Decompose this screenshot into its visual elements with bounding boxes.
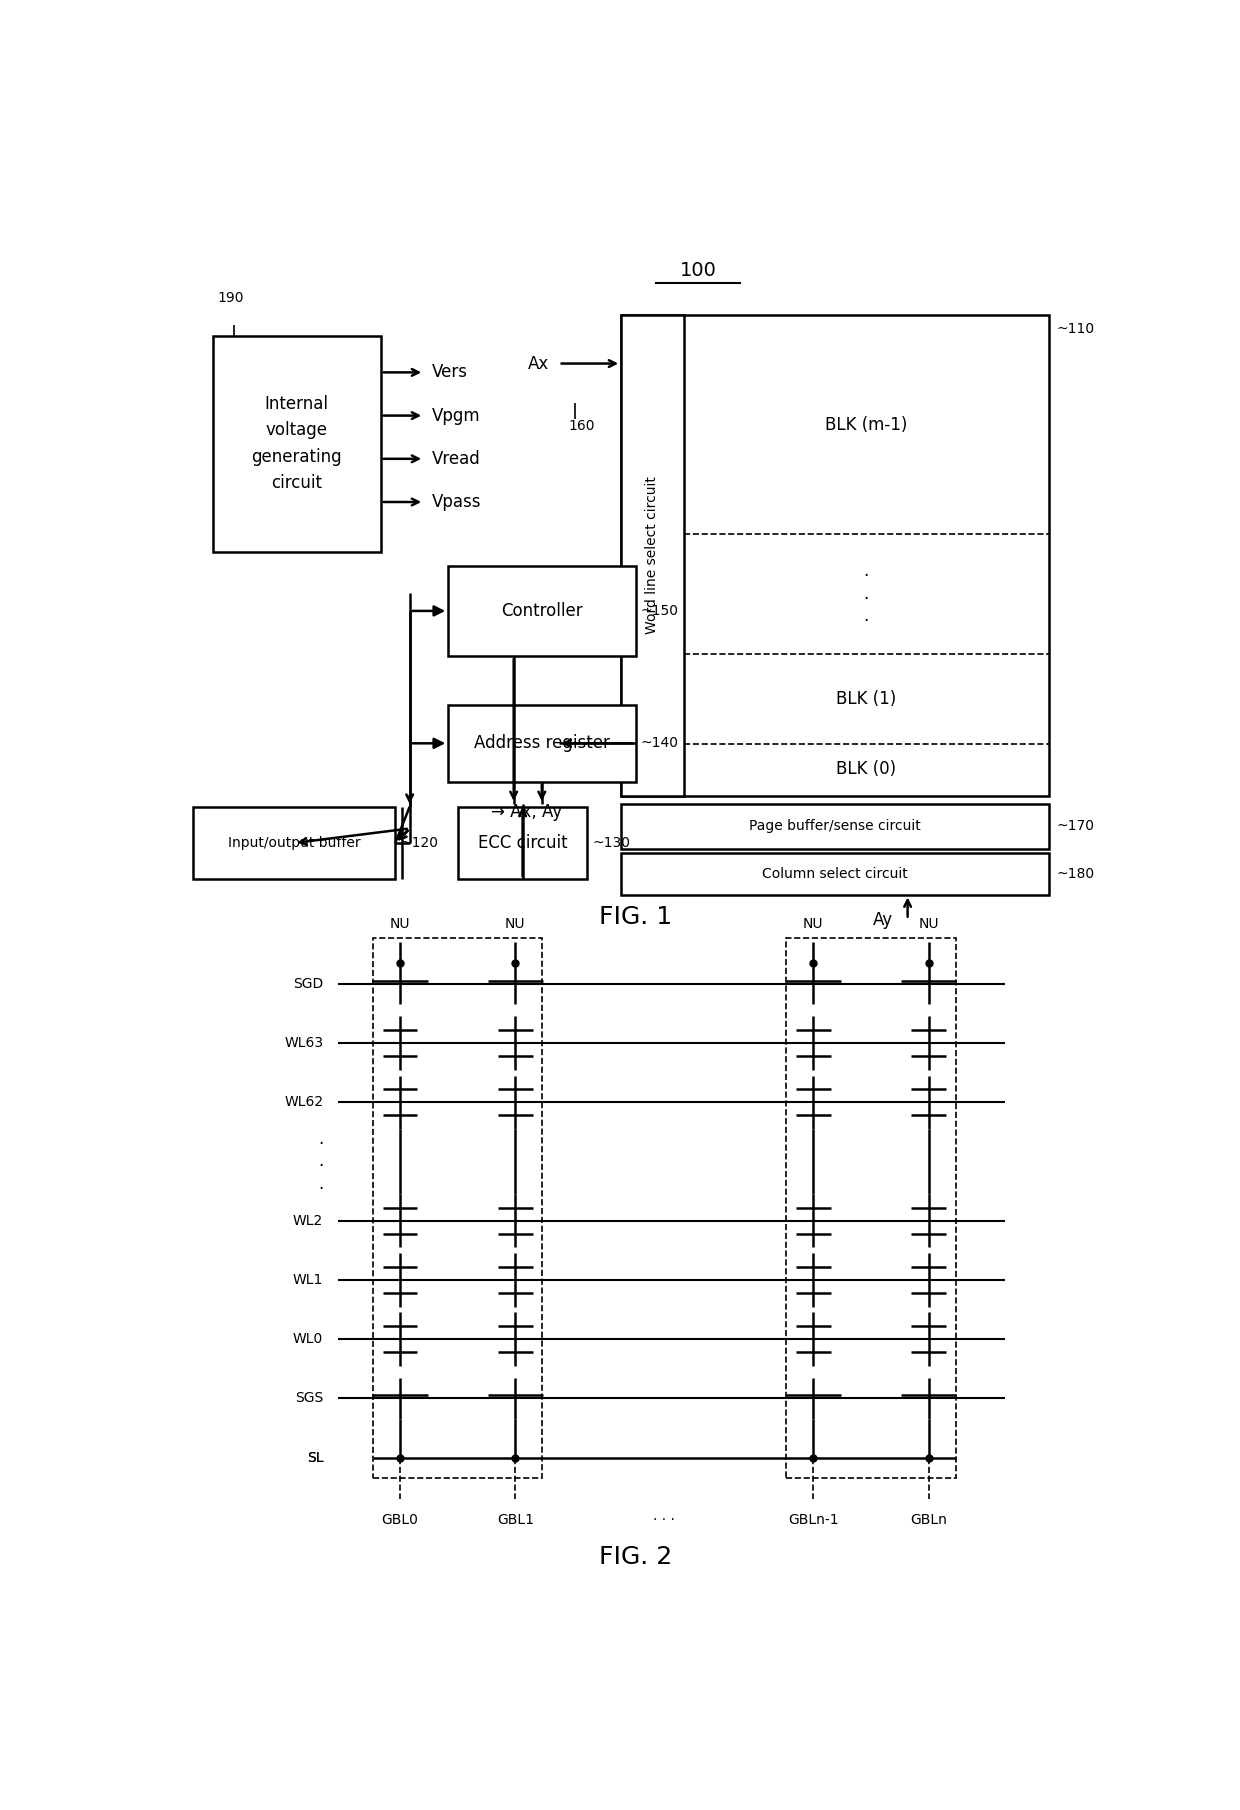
Bar [621,315,1049,796]
Text: Page buffer/sense circuit: Page buffer/sense circuit [749,820,921,833]
Text: Vers: Vers [432,364,467,382]
Text: WL2: WL2 [293,1215,324,1227]
Text: 100: 100 [680,261,717,281]
Text: FIG. 2: FIG. 2 [599,1546,672,1569]
Text: · · ·: · · · [653,1513,676,1528]
Bar [373,938,542,1479]
Text: FIG. 1: FIG. 1 [599,905,672,929]
Text: SGD: SGD [293,977,324,990]
Text: Vpass: Vpass [432,492,481,510]
Text: 190: 190 [217,291,244,306]
Text: WL62: WL62 [284,1095,324,1110]
Bar [458,807,588,880]
Text: ~130: ~130 [593,836,630,851]
Text: .
.
.: . . . [317,1129,324,1193]
Text: ~150: ~150 [640,605,678,617]
Text: WL0: WL0 [293,1332,324,1347]
Bar [621,315,683,796]
Text: Controller: Controller [501,603,583,619]
Text: Ay: Ay [873,910,893,929]
Text: NU: NU [804,918,823,930]
Text: WL1: WL1 [293,1272,324,1287]
Text: GBLn: GBLn [910,1513,947,1528]
Text: SL: SL [306,1450,324,1464]
Bar [786,938,956,1479]
Text: ECC circuit: ECC circuit [477,834,568,853]
Text: BLK (m-1): BLK (m-1) [825,416,908,434]
Text: Vpgm: Vpgm [432,407,480,425]
Text: GBL1: GBL1 [497,1513,534,1528]
Text: 160: 160 [568,420,595,433]
Text: Column select circuit: Column select circuit [763,867,908,881]
Text: ~110: ~110 [1056,322,1095,335]
Bar [448,565,635,657]
Text: SL: SL [306,1450,324,1464]
Text: ~170: ~170 [1056,820,1095,833]
Text: .
.
.: . . . [863,563,869,624]
Bar [213,335,381,552]
Text: Vread: Vread [432,451,481,467]
Text: ~180: ~180 [1056,867,1095,881]
Text: GBL0: GBL0 [382,1513,418,1528]
Text: Address register: Address register [474,735,610,753]
Text: NU: NU [505,918,526,930]
Text: → Ax, Ay: → Ax, Ay [491,802,563,820]
Text: GBLn-1: GBLn-1 [787,1513,838,1528]
Text: BLK (1): BLK (1) [836,690,897,708]
Bar [448,706,635,782]
Text: BLK (0): BLK (0) [836,760,897,778]
Text: ~120: ~120 [401,836,438,851]
Text: SGS: SGS [295,1392,324,1405]
Text: WL63: WL63 [284,1035,324,1050]
Bar [621,804,1049,849]
Text: Internal
voltage
generating
circuit: Internal voltage generating circuit [252,395,342,492]
Text: Ax: Ax [528,355,549,373]
Text: NU: NU [389,918,410,930]
Bar [193,807,396,880]
Text: ~140: ~140 [640,737,678,751]
Text: Input/output buffer: Input/output buffer [228,836,361,851]
Text: NU: NU [919,918,939,930]
Bar [621,853,1049,894]
Text: Word line select circuit: Word line select circuit [645,476,660,634]
